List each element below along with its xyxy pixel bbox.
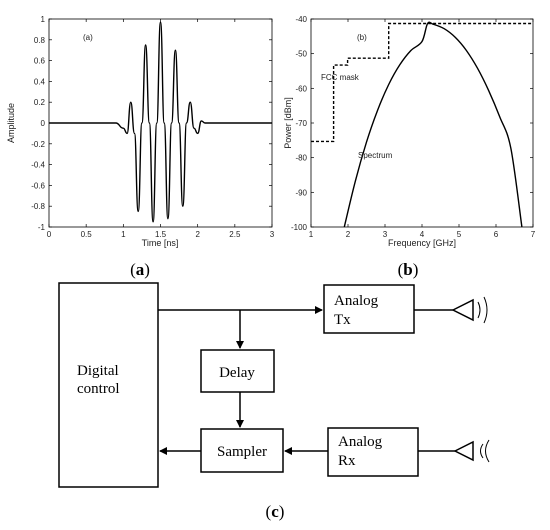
analog-rx-label-2: Rx: [338, 453, 356, 469]
plot-a-ylabel: Amplitude: [6, 103, 16, 143]
plot-b-frame: [310, 18, 534, 228]
pulse-waveform: [48, 21, 272, 223]
digital-control-block: [58, 282, 159, 488]
sampler-block: [200, 428, 284, 473]
analog-rx-block: [327, 427, 419, 477]
rx-antenna-icon: [453, 440, 474, 462]
plot-a-ytick-label: -0.8: [31, 202, 45, 211]
plot-b-ticks: 1 2 3 4 5 6 7 -40 -50 -60 -70 -80 -90 -100: [291, 15, 536, 239]
plot-b-ytick-label: -100: [291, 223, 308, 232]
analog-tx-label-2: Tx: [334, 312, 351, 328]
digital-control-label-2: control: [77, 381, 120, 397]
sampler-label: Sampler: [217, 444, 267, 460]
panel-c-labels: Digital control Analog Tx Delay Sampler …: [77, 293, 383, 521]
plot-b-ytick-label: -80: [295, 154, 307, 163]
fcc-mask-label: FCC mask: [321, 73, 360, 82]
plot-a-xtick-label: 2: [195, 230, 200, 239]
tx-antenna-icon: [451, 298, 474, 322]
plot-a-ytick-label: 0.8: [34, 36, 46, 45]
rx-wave-icon: [480, 439, 490, 463]
plot-a-ytick-label: -1: [38, 223, 46, 232]
plot-b-xtick-label: 7: [531, 230, 536, 239]
plot-b-xtick-label: 1: [309, 230, 314, 239]
caption-c: (c): [266, 502, 285, 521]
plot-a-ytick-label: 1: [41, 15, 46, 24]
fcc-mask-line: [311, 22, 533, 143]
caption-b: (b): [398, 260, 419, 279]
plot-b-xtick-label: 2: [346, 230, 351, 239]
panel-a: 0 0.5 1 1.5 2 2.5 3 -1 -0.8 -0.6 -0.4 -0.2 0 0.2 0.4 0.…: [6, 15, 275, 279]
plot-b-xlabel: Frequency [GHz]: [388, 238, 456, 248]
plot-b-ytick-label: -70: [295, 119, 307, 128]
plot-a-ytick-label: -0.6: [31, 181, 45, 190]
plot-b-inner-label: (b): [357, 33, 367, 42]
plot-a-ytick-label: -0.2: [31, 140, 45, 149]
plot-a-xtick-label: 3: [270, 230, 275, 239]
plot-b-ytick-label: -40: [295, 15, 307, 24]
tx-wave-icon: [477, 296, 488, 324]
plot-a-ytick-label: 0: [41, 119, 46, 128]
analog-tx-block: [323, 284, 415, 334]
delay-label: Delay: [219, 365, 255, 381]
plot-a-ytick-label: 0.4: [34, 77, 46, 86]
plot-a-ytick-label: 0.6: [34, 57, 46, 66]
plot-b-ylabel: Power [dBm]: [283, 97, 293, 149]
plot-a-ticks: 0 0.5 1 1.5 2 2.5 3 -1 -0.8 -0.6 -0.4 -0.2 0 0.2 0.4 0.…: [31, 15, 275, 239]
plot-a-xtick-label: 0: [47, 230, 52, 239]
caption-a: (a): [130, 260, 150, 279]
delay-block: [200, 349, 275, 393]
plot-a-xtick-label: 1.5: [155, 230, 167, 239]
plot-b-xtick-label: 6: [494, 230, 499, 239]
digital-control-label-1: Digital: [77, 363, 119, 379]
plot-a-ytick-label: -0.4: [31, 161, 45, 170]
plot-a-ytick-label: 0.2: [34, 98, 46, 107]
plot-a-xtick-label: 0.5: [81, 230, 93, 239]
plot-b-xtick-label: 3: [383, 230, 388, 239]
plot-a-inner-label: (a): [83, 33, 93, 42]
plot-b-ytick-label: -60: [295, 84, 307, 93]
analog-rx-label-1: Analog: [338, 434, 383, 450]
plot-b-ytick-label: -90: [295, 188, 307, 197]
plot-b-xtick-label: 5: [457, 230, 462, 239]
analog-tx-label-1: Analog: [334, 293, 379, 309]
spectrum-label: Spectrum: [358, 151, 393, 160]
plot-b-ytick-label: -50: [295, 50, 307, 59]
plot-b-xtick-label: 4: [420, 230, 425, 239]
plot-a-xlabel: Time [ns]: [142, 238, 179, 248]
spectrum-curve: [343, 21, 523, 228]
plot-a-xtick-label: 2.5: [229, 230, 241, 239]
plot-a-xtick-label: 1: [121, 230, 126, 239]
panel-b: 1 2 3 4 5 6 7 -40 -50 -60 -70 -80 -90 -100 (b) FCC ma…: [283, 15, 536, 279]
panel-c: [58, 282, 490, 488]
